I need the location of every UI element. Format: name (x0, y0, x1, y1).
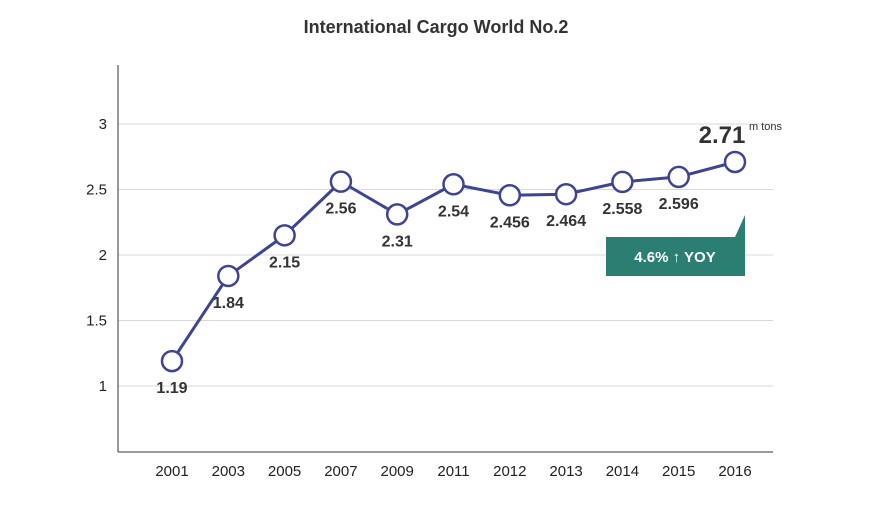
x-tick-label: 2015 (662, 463, 695, 480)
data-label: 2.56 (325, 201, 356, 218)
x-tick-label: 2007 (324, 463, 357, 480)
data-label: 2.558 (602, 201, 642, 218)
y-tick-label: 3 (99, 116, 107, 133)
x-tick-label: 2003 (212, 463, 245, 480)
y-tick-label: 1.5 (86, 313, 107, 330)
data-label: 2.464 (546, 213, 586, 230)
unit-label: m tons (749, 121, 783, 133)
data-point (160, 349, 184, 373)
data-point (273, 224, 296, 247)
x-tick-label: 2011 (437, 463, 469, 480)
data-point (385, 203, 409, 226)
data-label: 2.456 (490, 214, 530, 231)
yoy-badge-shape (606, 215, 745, 276)
x-tick-label: 2005 (268, 463, 301, 480)
data-point (217, 264, 240, 288)
x-tick-label: 2012 (493, 463, 526, 480)
data-label: 2.31 (382, 233, 413, 250)
x-tick-label: 2013 (549, 463, 582, 480)
yoy-badge-text: 4.6% ↑ YOY (634, 249, 715, 266)
data-point (723, 150, 747, 174)
data-label: 1.84 (213, 295, 244, 312)
gridlines (118, 123, 773, 387)
data-label: 2.15 (269, 254, 300, 271)
data-labels: 1.19 1.84 2.15 2.56 2.31 2.54 2.456 2.464 2.558 2… (156, 122, 745, 397)
data-point (667, 165, 690, 189)
chart-title: International Cargo World No.2 (304, 17, 569, 37)
data-label: 1.19 (156, 380, 187, 397)
x-tick-label: 2014 (606, 463, 639, 480)
data-point (329, 170, 353, 193)
x-tick-label: 2016 (718, 463, 751, 480)
x-tick-label: 2001 (155, 463, 188, 480)
data-point (611, 170, 634, 194)
x-tick-label: 2009 (381, 463, 414, 480)
data-point (498, 184, 522, 207)
yoy-badge: 4.6% ↑ YOY (606, 215, 745, 276)
data-point (442, 173, 465, 196)
y-tick-label: 2.5 (86, 182, 107, 199)
x-axis-ticks: 2001 2003 2005 2007 2009 2011 2012 2013 2014 2015… (155, 463, 751, 480)
y-tick-label: 2 (99, 247, 107, 264)
data-label: 2.54 (438, 203, 469, 220)
y-tick-label: 1 (99, 378, 107, 395)
y-axis-ticks: 1 1.5 2 2.5 3 (86, 116, 107, 395)
data-label: 2.71 (699, 122, 746, 149)
data-label: 2.596 (659, 196, 699, 213)
data-points (160, 150, 747, 373)
data-point (554, 182, 578, 206)
